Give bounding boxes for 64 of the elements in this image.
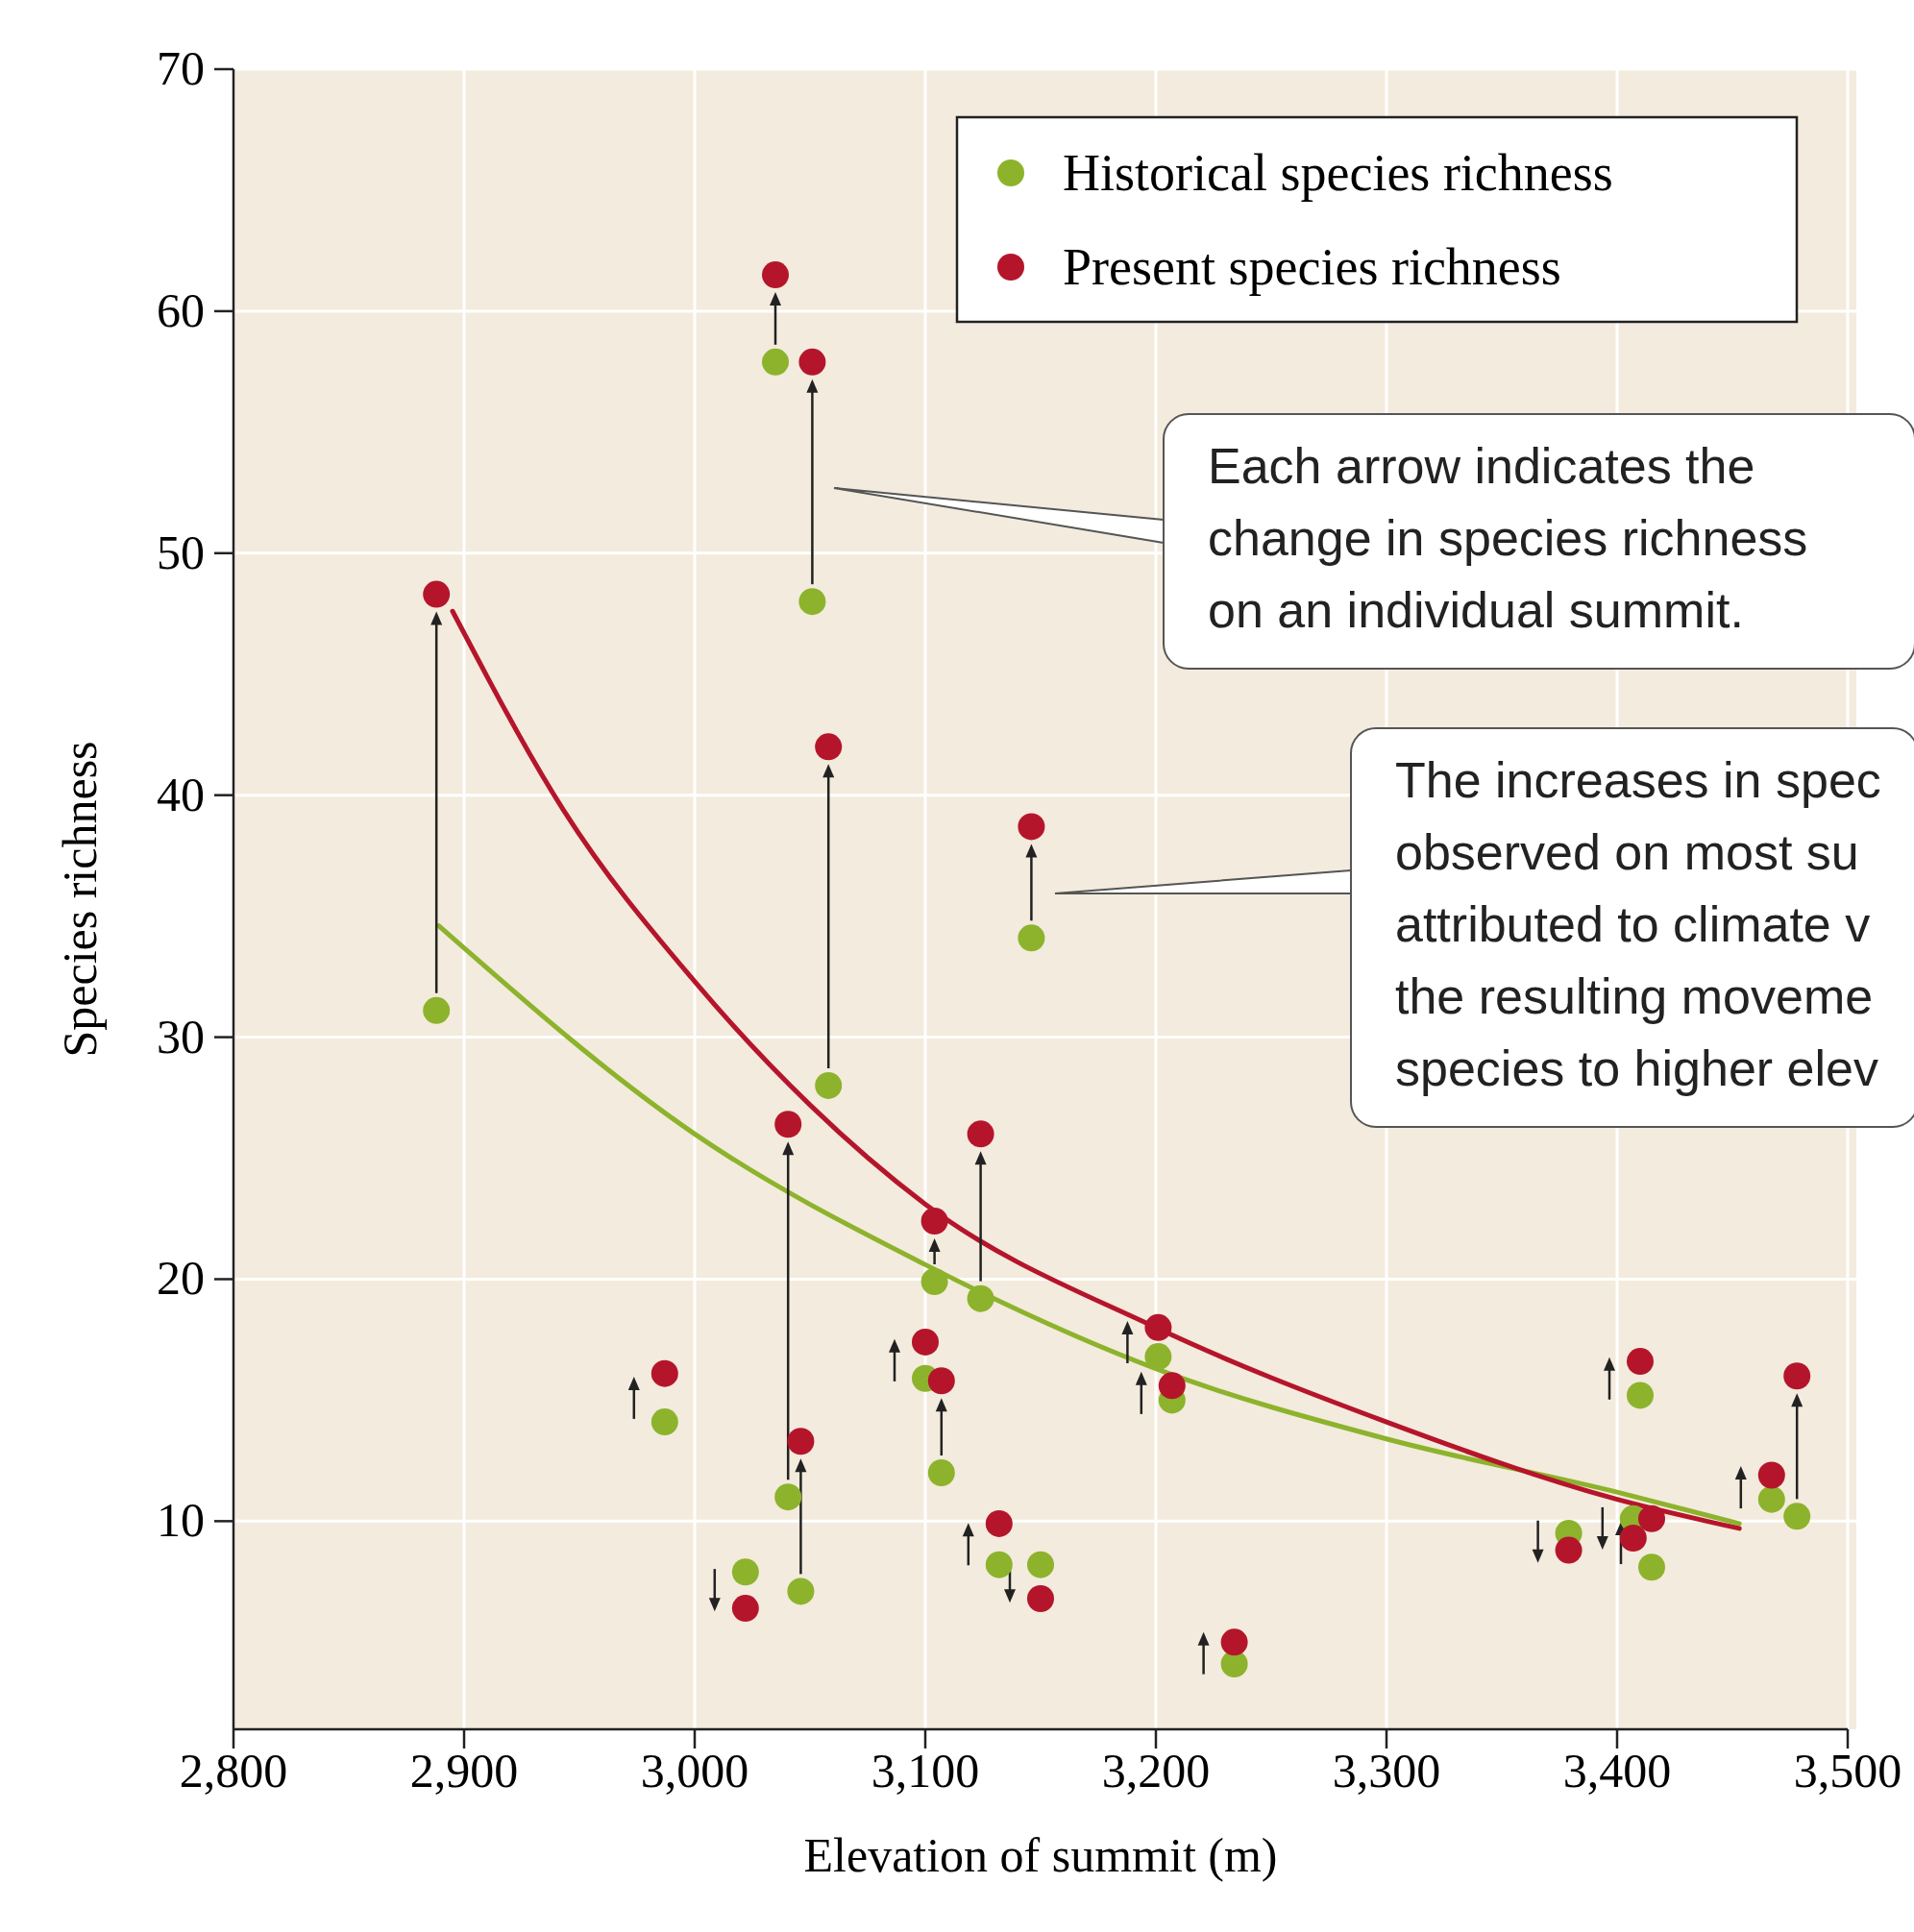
point — [927, 1458, 955, 1486]
point — [815, 733, 843, 761]
point — [1018, 924, 1045, 952]
point — [731, 1558, 759, 1586]
x-tick-label: 3,000 — [640, 1744, 749, 1797]
point — [762, 261, 789, 289]
x-axis-title: Elevation of summit (m) — [803, 1828, 1278, 1882]
y-tick-label: 40 — [157, 767, 205, 821]
point — [1638, 1504, 1665, 1532]
point — [967, 1284, 994, 1312]
legend-label: Present species richness — [1063, 238, 1561, 296]
point — [1783, 1503, 1811, 1530]
point — [967, 1120, 994, 1148]
point — [985, 1509, 1013, 1537]
point — [1627, 1382, 1654, 1409]
point — [1619, 1525, 1647, 1552]
point — [1627, 1348, 1654, 1376]
point — [774, 1483, 802, 1511]
point — [920, 1208, 948, 1235]
point — [1158, 1372, 1186, 1400]
point — [1555, 1536, 1583, 1564]
y-tick-label: 50 — [157, 525, 205, 579]
y-tick-label: 20 — [157, 1251, 205, 1306]
point — [1144, 1313, 1172, 1341]
x-tick-label: 2,900 — [409, 1744, 519, 1797]
x-tick-label: 3,300 — [1332, 1744, 1441, 1797]
point — [798, 588, 826, 616]
y-tick-label: 60 — [157, 282, 205, 337]
x-tick-label: 3,500 — [1793, 1744, 1902, 1797]
point — [423, 996, 451, 1024]
point — [1018, 813, 1045, 841]
point — [1638, 1553, 1665, 1581]
annotation: The increases in spec observed on most su attributed to climate v the resulting moveme species to higher elev — [1395, 752, 1881, 1096]
point — [1027, 1584, 1054, 1612]
y-tick-label: 10 — [157, 1493, 205, 1548]
point — [985, 1551, 1013, 1578]
point — [1783, 1362, 1811, 1390]
annotation: Each arrow indicates the change in species richness on an individual summit. — [1208, 438, 1808, 638]
point — [650, 1408, 678, 1436]
x-tick-label: 3,400 — [1562, 1744, 1672, 1797]
legend-label: Historical species richness — [1063, 144, 1613, 202]
x-tick-label: 2,800 — [179, 1744, 288, 1797]
point — [731, 1595, 759, 1623]
y-tick-label: 70 — [157, 41, 205, 95]
point — [762, 348, 789, 376]
y-tick-label: 30 — [157, 1009, 205, 1064]
point — [650, 1359, 678, 1387]
point — [912, 1328, 939, 1356]
point — [787, 1577, 815, 1605]
point — [787, 1428, 815, 1455]
point — [1757, 1485, 1785, 1513]
point — [1027, 1551, 1054, 1578]
x-tick-label: 3,100 — [871, 1744, 980, 1797]
point — [1220, 1628, 1248, 1656]
point — [1144, 1343, 1172, 1371]
y-axis-title: Species richness — [53, 741, 107, 1058]
point — [423, 580, 451, 608]
point — [815, 1071, 843, 1099]
point — [774, 1111, 802, 1138]
x-tick-label: 3,200 — [1101, 1744, 1211, 1797]
point — [920, 1267, 948, 1295]
point — [1757, 1461, 1785, 1489]
point — [798, 348, 826, 376]
point — [927, 1367, 955, 1395]
